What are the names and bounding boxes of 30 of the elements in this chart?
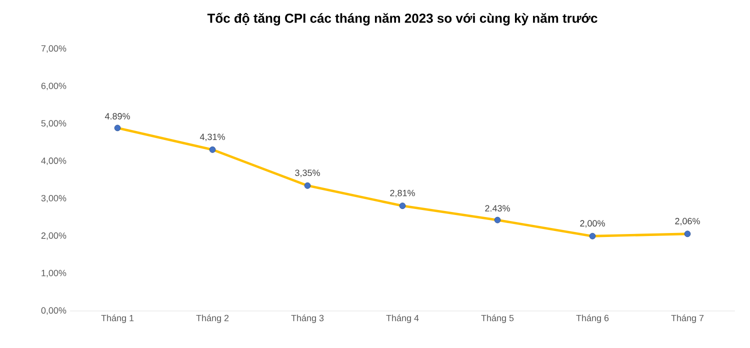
y-tick-label: 1,00% xyxy=(42,270,66,278)
data-label: 2.43% xyxy=(485,205,510,212)
y-tick-label: 6,00% xyxy=(41,82,66,90)
x-tick-label: Tháng 3 xyxy=(291,314,324,324)
point xyxy=(304,182,311,189)
point xyxy=(399,202,406,210)
chart-title: Tốc độ tăng CPI các tháng năm 2023 so với cùng kỳ năm trước xyxy=(207,12,598,26)
data-label: 4,31% xyxy=(200,134,225,142)
x-tick-label: Tháng 5 xyxy=(481,314,514,324)
y-tick-label: 7,00% xyxy=(41,45,66,53)
point xyxy=(114,124,121,132)
x-tick-label: Tháng 2 xyxy=(196,314,229,324)
point xyxy=(494,216,501,224)
point xyxy=(589,232,596,240)
x-tick-label: Tháng 4 xyxy=(386,314,419,324)
x-tick-label: Tháng 1 xyxy=(101,314,134,324)
y-tick-label: 5,00% xyxy=(41,120,66,128)
data-label: 2,00% xyxy=(580,220,605,228)
y-tick-label: 4,00% xyxy=(41,158,66,165)
point xyxy=(684,230,691,238)
x-tick-label: Tháng 6 xyxy=(576,314,609,324)
y-tick-label: 2,00% xyxy=(41,232,66,240)
y-tick-label: 0,00% xyxy=(41,307,66,315)
data-label: 4.89% xyxy=(104,113,130,120)
x-tick-label: Tháng 7 xyxy=(671,314,704,324)
point xyxy=(209,146,216,153)
y-tick-label: 3,00% xyxy=(41,194,66,202)
data-label: 2,81% xyxy=(390,190,415,198)
data-label: 2,06% xyxy=(675,218,700,226)
data-label: 3,35% xyxy=(295,170,320,178)
